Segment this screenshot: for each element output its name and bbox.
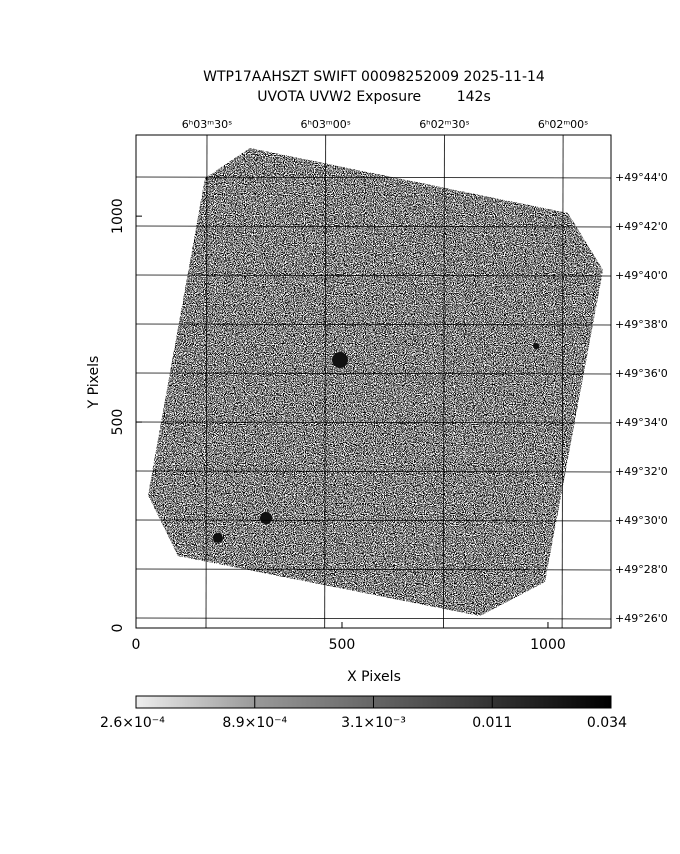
dec-label: +49°32'0 bbox=[615, 465, 668, 478]
dec-grid-line bbox=[135, 421, 612, 424]
frame bbox=[135, 134, 612, 629]
dec-grid-line bbox=[135, 323, 612, 326]
colorbar-label: 2.6×10⁻⁴ bbox=[100, 715, 165, 731]
dec-grid-line bbox=[135, 225, 612, 228]
dec-grid-line bbox=[135, 519, 612, 522]
ra-label: 6ʰ02ᵐ00ˢ bbox=[538, 118, 588, 131]
image bbox=[148, 148, 603, 616]
dec-label: +49°28'0 bbox=[615, 563, 668, 576]
y-tick-label: 500 bbox=[110, 409, 126, 436]
colorbar-label: 0.034 bbox=[587, 715, 627, 731]
dec-label: +49°26'0 bbox=[615, 612, 668, 625]
ra-label: 6ʰ03ᵐ30ˢ bbox=[182, 118, 232, 131]
x-tick-label: 500 bbox=[329, 637, 356, 653]
source bbox=[332, 352, 348, 368]
dec-grid-line bbox=[135, 372, 612, 375]
title: WTP17AAHSZT SWIFT 00098252009 2025-11-14 bbox=[203, 69, 545, 85]
dec-grid-line bbox=[135, 274, 612, 277]
colorbar-label: 8.9×10⁻⁴ bbox=[222, 715, 287, 731]
dec-grid-line bbox=[135, 568, 612, 571]
y-tick-label: 0 bbox=[110, 624, 126, 633]
x-tick-label: 1000 bbox=[530, 637, 566, 653]
dec-label: +49°34'0 bbox=[615, 416, 668, 429]
ra-label: 6ʰ03ᵐ00ˢ bbox=[300, 118, 350, 131]
image-noise bbox=[148, 148, 603, 616]
dec-label: +49°36'0 bbox=[615, 367, 668, 380]
colorbar-label: 0.011 bbox=[472, 715, 512, 731]
x-axis-label: X Pixels bbox=[347, 669, 401, 685]
x-tick-label: 0 bbox=[132, 637, 141, 653]
dec-label: +49°38'0 bbox=[615, 318, 668, 331]
y-axis-label: Y Pixels bbox=[86, 356, 102, 410]
source bbox=[260, 512, 272, 524]
dec-label: +49°30'0 bbox=[615, 514, 668, 527]
ra-grid-line bbox=[442, 134, 445, 629]
dec-grid-line bbox=[135, 617, 612, 620]
ra-grid-line bbox=[205, 134, 208, 629]
ra-grid-line bbox=[324, 134, 327, 629]
source bbox=[213, 533, 223, 543]
subtitle: UVOTA UVW2 Exposure 142s bbox=[257, 89, 491, 105]
dec-label: +49°42'0 bbox=[615, 220, 668, 233]
ra-grid-line bbox=[561, 134, 564, 629]
y-tick-label: 1000 bbox=[110, 198, 126, 234]
dec-label: +49°44'0 bbox=[615, 171, 668, 184]
colorbar-label: 3.1×10⁻³ bbox=[341, 715, 406, 731]
source bbox=[533, 343, 539, 349]
dec-label: +49°40'0 bbox=[615, 269, 668, 282]
dec-grid-line bbox=[135, 470, 612, 473]
ra-label: 6ʰ02ᵐ30ˢ bbox=[419, 118, 469, 131]
dec-grid-line bbox=[135, 176, 612, 179]
